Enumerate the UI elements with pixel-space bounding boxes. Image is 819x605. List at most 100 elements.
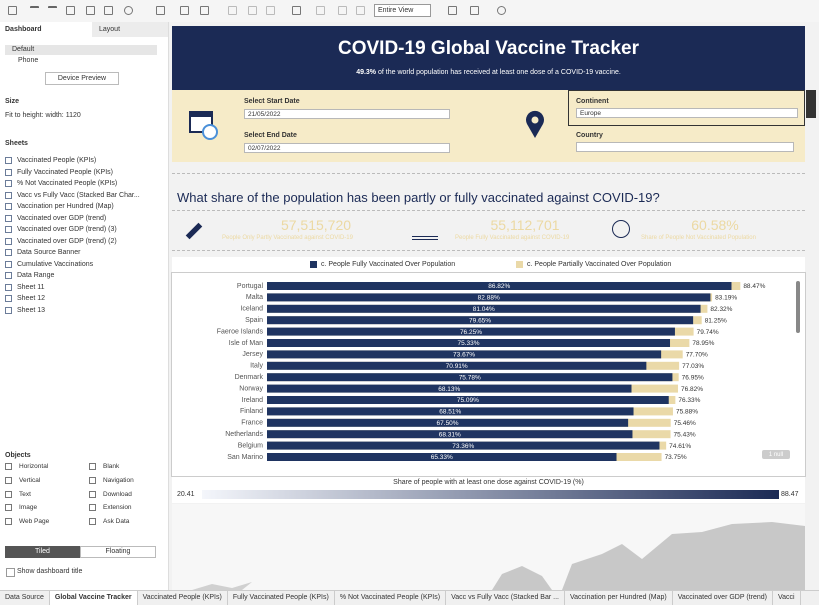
sort-desc[interactable] xyxy=(266,6,275,15)
checkbox-label[interactable]: Show dashboard title xyxy=(17,568,83,575)
object-list: Horizontal Blank Vertical Navigation Text Dow… xyxy=(3,463,163,538)
new-data[interactable] xyxy=(156,6,165,15)
object-item[interactable]: Extension xyxy=(89,504,132,512)
end-date-input[interactable]: 02/07/2022 xyxy=(244,143,450,153)
bar xyxy=(267,418,629,427)
object-icon xyxy=(5,490,12,498)
sheet-tab[interactable]: Vaccinated over GDP (trend) xyxy=(673,591,773,605)
value-label: 75.33% xyxy=(457,340,479,347)
object-item[interactable]: Image xyxy=(5,504,37,512)
duplicate[interactable] xyxy=(104,6,113,15)
tooltip[interactable] xyxy=(356,6,365,15)
new-sheet[interactable] xyxy=(86,6,95,15)
show-cards[interactable] xyxy=(448,6,457,15)
device-preview-button[interactable]: Device Preview xyxy=(45,72,119,85)
divider xyxy=(172,210,805,211)
object-item[interactable]: Text xyxy=(5,490,31,498)
selected-device xyxy=(5,45,157,55)
bar xyxy=(267,396,669,404)
tiled-button[interactable]: Tiled xyxy=(5,546,80,558)
scrollbar[interactable] xyxy=(796,281,800,333)
sheet-tab[interactable]: Vaccination per Hundred (Map) xyxy=(565,591,673,605)
sheet-item[interactable]: Vaccinated over GDP (trend) (2) xyxy=(3,236,163,248)
object-icon xyxy=(89,504,96,512)
sheet-tab[interactable]: Vacci xyxy=(773,591,801,605)
bar xyxy=(267,293,711,302)
sheet-item[interactable]: Sheet 12 xyxy=(3,293,163,305)
object-icon xyxy=(89,518,96,526)
sheet-item[interactable]: Sheet 11 xyxy=(3,282,163,294)
highlight[interactable] xyxy=(292,6,301,15)
sheet-tab[interactable]: Fully Vaccinated People (KPIs) xyxy=(228,591,335,605)
sheet-item[interactable]: Vacc vs Fully Vacc (Stacked Bar Char... xyxy=(3,190,163,202)
value-label: 81.04% xyxy=(473,306,495,313)
category-label: Jersey xyxy=(242,351,263,358)
continent-filter-frame xyxy=(568,90,805,126)
sheet-tab[interactable]: Global Vaccine Tracker xyxy=(49,591,138,605)
group[interactable] xyxy=(228,6,237,15)
sheet-tab[interactable]: Vaccinated People (KPIs) xyxy=(138,591,228,605)
object-item[interactable]: Horizontal xyxy=(5,463,48,470)
null-badge[interactable] xyxy=(762,450,790,459)
object-item[interactable]: Download xyxy=(89,490,132,498)
country-dropdown[interactable] xyxy=(576,142,794,152)
kpi-label: Share of People Not Vaccinated Populatio… xyxy=(641,235,756,241)
sheet-tab[interactable]: Data Source xyxy=(0,591,50,605)
object-item[interactable]: Ask Data xyxy=(89,518,129,526)
section-heading: Size xyxy=(5,98,20,105)
panel-tab[interactable]: Dashboard xyxy=(5,26,42,33)
fix-axes[interactable] xyxy=(338,6,347,15)
sheet-item[interactable]: Vaccinated over GDP (trend) (3) xyxy=(3,224,163,236)
checkbox[interactable] xyxy=(6,568,15,577)
refresh[interactable] xyxy=(124,6,133,15)
sheet-item[interactable]: Vaccinated People (KPIs) xyxy=(3,155,163,167)
presentation[interactable] xyxy=(470,6,479,15)
device-item[interactable]: Default xyxy=(12,46,35,53)
tableau-icon[interactable] xyxy=(8,6,17,15)
floating-button[interactable]: Floating xyxy=(80,546,156,558)
sheet-item[interactable]: Data Range xyxy=(3,270,163,282)
panel-tab[interactable]: Layout xyxy=(99,26,121,33)
labels[interactable] xyxy=(316,6,325,15)
save[interactable] xyxy=(66,6,75,15)
value-label: 68.31% xyxy=(439,431,461,438)
sheet-item[interactable]: Sheet 13 xyxy=(3,305,163,317)
sheet-list: Vaccinated People (KPIs) Fully Vaccinated… xyxy=(3,155,163,316)
container-controls[interactable] xyxy=(806,90,816,118)
sheet-item[interactable]: Vaccinated over GDP (trend) xyxy=(3,213,163,225)
sheet-item[interactable]: Vaccination per Hundred (Map) xyxy=(3,201,163,213)
sheet-tab[interactable]: Vacc vs Fully Vacc (Stacked Bar ... xyxy=(446,591,565,605)
sheet-item[interactable]: % Not Vaccinated People (KPIs) xyxy=(3,178,163,190)
value-label: 76.33% xyxy=(678,397,700,404)
continent-dropdown[interactable]: Europe xyxy=(576,108,798,118)
view-dropdown[interactable]: Entire View xyxy=(374,4,431,17)
legend-label: c. People Fully Vaccinated Over Populati… xyxy=(321,261,456,268)
size-dropdown[interactable]: Fit to height: width: 1120 xyxy=(5,112,81,119)
sort-asc[interactable] xyxy=(248,6,257,15)
swap[interactable] xyxy=(180,6,189,15)
object-item[interactable]: Vertical xyxy=(5,476,40,484)
value-label: 65.33% xyxy=(431,454,453,461)
sheet-item[interactable]: Cumulative Vaccinations xyxy=(3,259,163,271)
bar xyxy=(267,316,694,325)
sheet-tab[interactable]: % Not Vaccinated People (KPIs) xyxy=(335,591,447,605)
object-item[interactable]: Navigation xyxy=(89,476,134,484)
banner-subtitle: 49.3% of the world population has receiv… xyxy=(172,69,805,76)
share[interactable] xyxy=(497,6,506,15)
undo[interactable] xyxy=(30,6,39,15)
value-label: 79.65% xyxy=(469,317,491,324)
null-badge-text[interactable]: 1 null xyxy=(769,452,783,458)
sheet-item[interactable]: Data Source Banner xyxy=(3,247,163,259)
map-legend-title: Share of people with at least one dose a… xyxy=(393,479,584,486)
device-item[interactable]: Phone xyxy=(18,57,39,64)
object-item[interactable]: Blank xyxy=(89,463,119,470)
banner-value: 49.3% xyxy=(356,69,377,76)
redo[interactable] xyxy=(48,6,57,15)
category-label: Denmark xyxy=(235,374,264,381)
object-item[interactable]: Web Page xyxy=(5,518,49,526)
start-date-input[interactable]: 21/05/2022 xyxy=(244,109,450,119)
object-icon xyxy=(89,463,96,470)
clear[interactable] xyxy=(200,6,209,15)
filter-label: Select End Date xyxy=(244,132,297,139)
sheet-item[interactable]: Fully Vaccinated People (KPIs) xyxy=(3,167,163,179)
